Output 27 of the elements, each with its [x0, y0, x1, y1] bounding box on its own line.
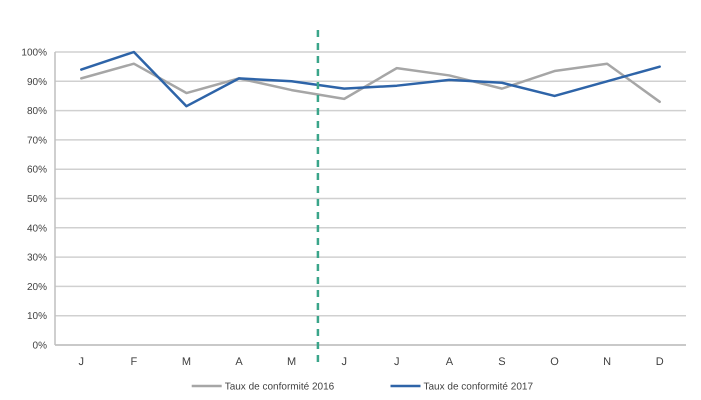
x-tick-label: A — [235, 356, 244, 368]
y-tick-label: 40% — [26, 223, 48, 234]
y-tick-label: 100% — [21, 48, 48, 58]
y-tick-label: 50% — [26, 194, 48, 205]
y-tick-label: 90% — [26, 76, 48, 88]
x-tick-label: M — [287, 356, 296, 368]
legend-label: Taux de conformité 2016 — [224, 382, 335, 392]
x-tick-label: D — [656, 356, 664, 368]
x-tick-label: A — [446, 356, 454, 368]
y-tick-label: 30% — [26, 252, 48, 264]
y-tick-label: 80% — [26, 106, 48, 118]
y-tick-label: 20% — [26, 282, 48, 293]
x-tick-label: M — [182, 356, 192, 368]
y-tick-label: 60% — [26, 164, 48, 176]
line-series — [80, 50, 661, 108]
x-tick-label: N — [603, 356, 612, 368]
y-tick-label: 0% — [32, 340, 48, 352]
y-tick-label: 10% — [26, 311, 48, 322]
x-tick-label: J — [78, 356, 84, 368]
x-tick-label: O — [550, 356, 560, 368]
line-series — [80, 62, 661, 104]
legend-label: Taux de conformité 2017 — [424, 382, 534, 392]
x-tick-label: J — [394, 356, 400, 368]
y-tick-label: 70% — [26, 135, 48, 146]
x-tick-label: F — [130, 356, 138, 368]
x-tick-label: S — [498, 356, 506, 368]
x-tick-label: J — [341, 356, 347, 368]
